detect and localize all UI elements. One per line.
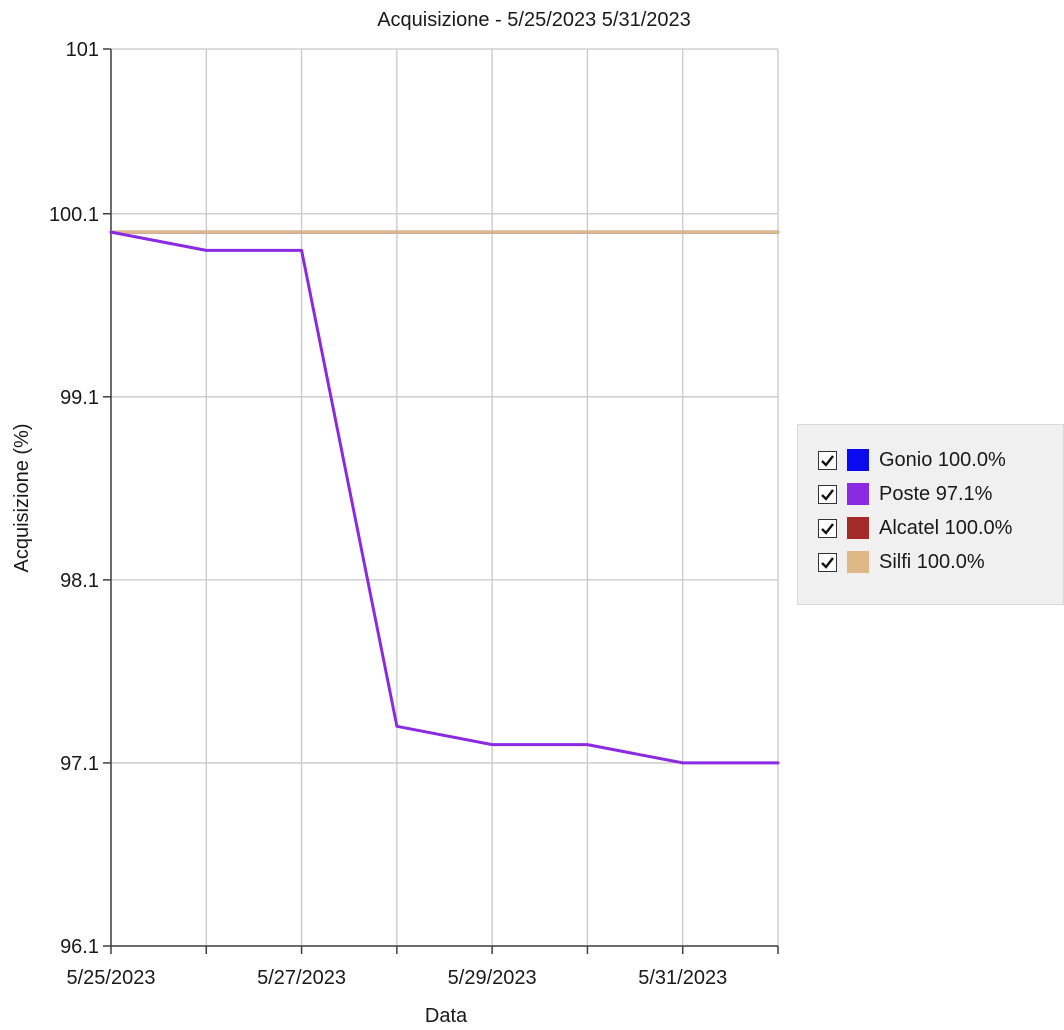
y-tick-label: 97.1	[60, 753, 99, 775]
y-tick-label: 101	[66, 39, 99, 61]
checkmark-icon	[821, 454, 834, 467]
legend: Gonio 100.0% Poste 97.1% Alcatel 100.0% …	[797, 424, 1064, 605]
y-axis-label: Acquisizione (%)	[11, 424, 33, 573]
legend-item-alcatel[interactable]: Alcatel 100.0%	[818, 515, 1063, 541]
x-axis-label: Data	[425, 1005, 468, 1027]
y-tick-label: 98.1	[60, 570, 99, 592]
legend-swatch-silfi	[847, 551, 869, 573]
checkmark-icon	[821, 522, 834, 535]
legend-checkbox-alcatel[interactable]	[818, 518, 837, 538]
grid	[110, 48, 779, 947]
x-tick-label: 5/27/2023	[257, 967, 346, 989]
legend-item-poste[interactable]: Poste 97.1%	[818, 481, 1063, 507]
y-tick-label: 96.1	[60, 936, 99, 958]
legend-checkbox-gonio[interactable]	[818, 450, 837, 470]
x-tick-label: 5/29/2023	[448, 967, 537, 989]
legend-swatch-alcatel	[847, 517, 869, 539]
legend-checkbox-poste[interactable]	[818, 484, 837, 504]
chart-title: Acquisizione - 5/25/2023 5/31/2023	[377, 9, 691, 31]
legend-label-silfi: Silfi 100.0%	[879, 550, 985, 573]
legend-label-gonio: Gonio 100.0%	[879, 448, 1006, 471]
legend-swatch-gonio	[847, 449, 869, 471]
y-tick-label: 99.1	[60, 387, 99, 409]
checkmark-icon	[821, 488, 834, 501]
series-line-poste	[109, 230, 780, 765]
series-lines	[109, 230, 780, 765]
legend-label-poste: Poste 97.1%	[879, 482, 993, 505]
checkmark-icon	[821, 556, 834, 569]
legend-checkbox-silfi[interactable]	[818, 552, 837, 572]
axes: 96.1 97.1 98.1 99.1 100.1 101 5/25/2023 5/27/20…	[49, 39, 779, 989]
legend-item-gonio[interactable]: Gonio 100.0%	[818, 447, 1063, 473]
legend-swatch-poste	[847, 483, 869, 505]
y-tick-label: 100.1	[49, 204, 99, 226]
x-tick-label: 5/25/2023	[67, 967, 156, 989]
legend-item-silfi[interactable]: Silfi 100.0%	[818, 549, 1063, 575]
x-tick-label: 5/31/2023	[638, 967, 727, 989]
legend-label-alcatel: Alcatel 100.0%	[879, 516, 1013, 539]
